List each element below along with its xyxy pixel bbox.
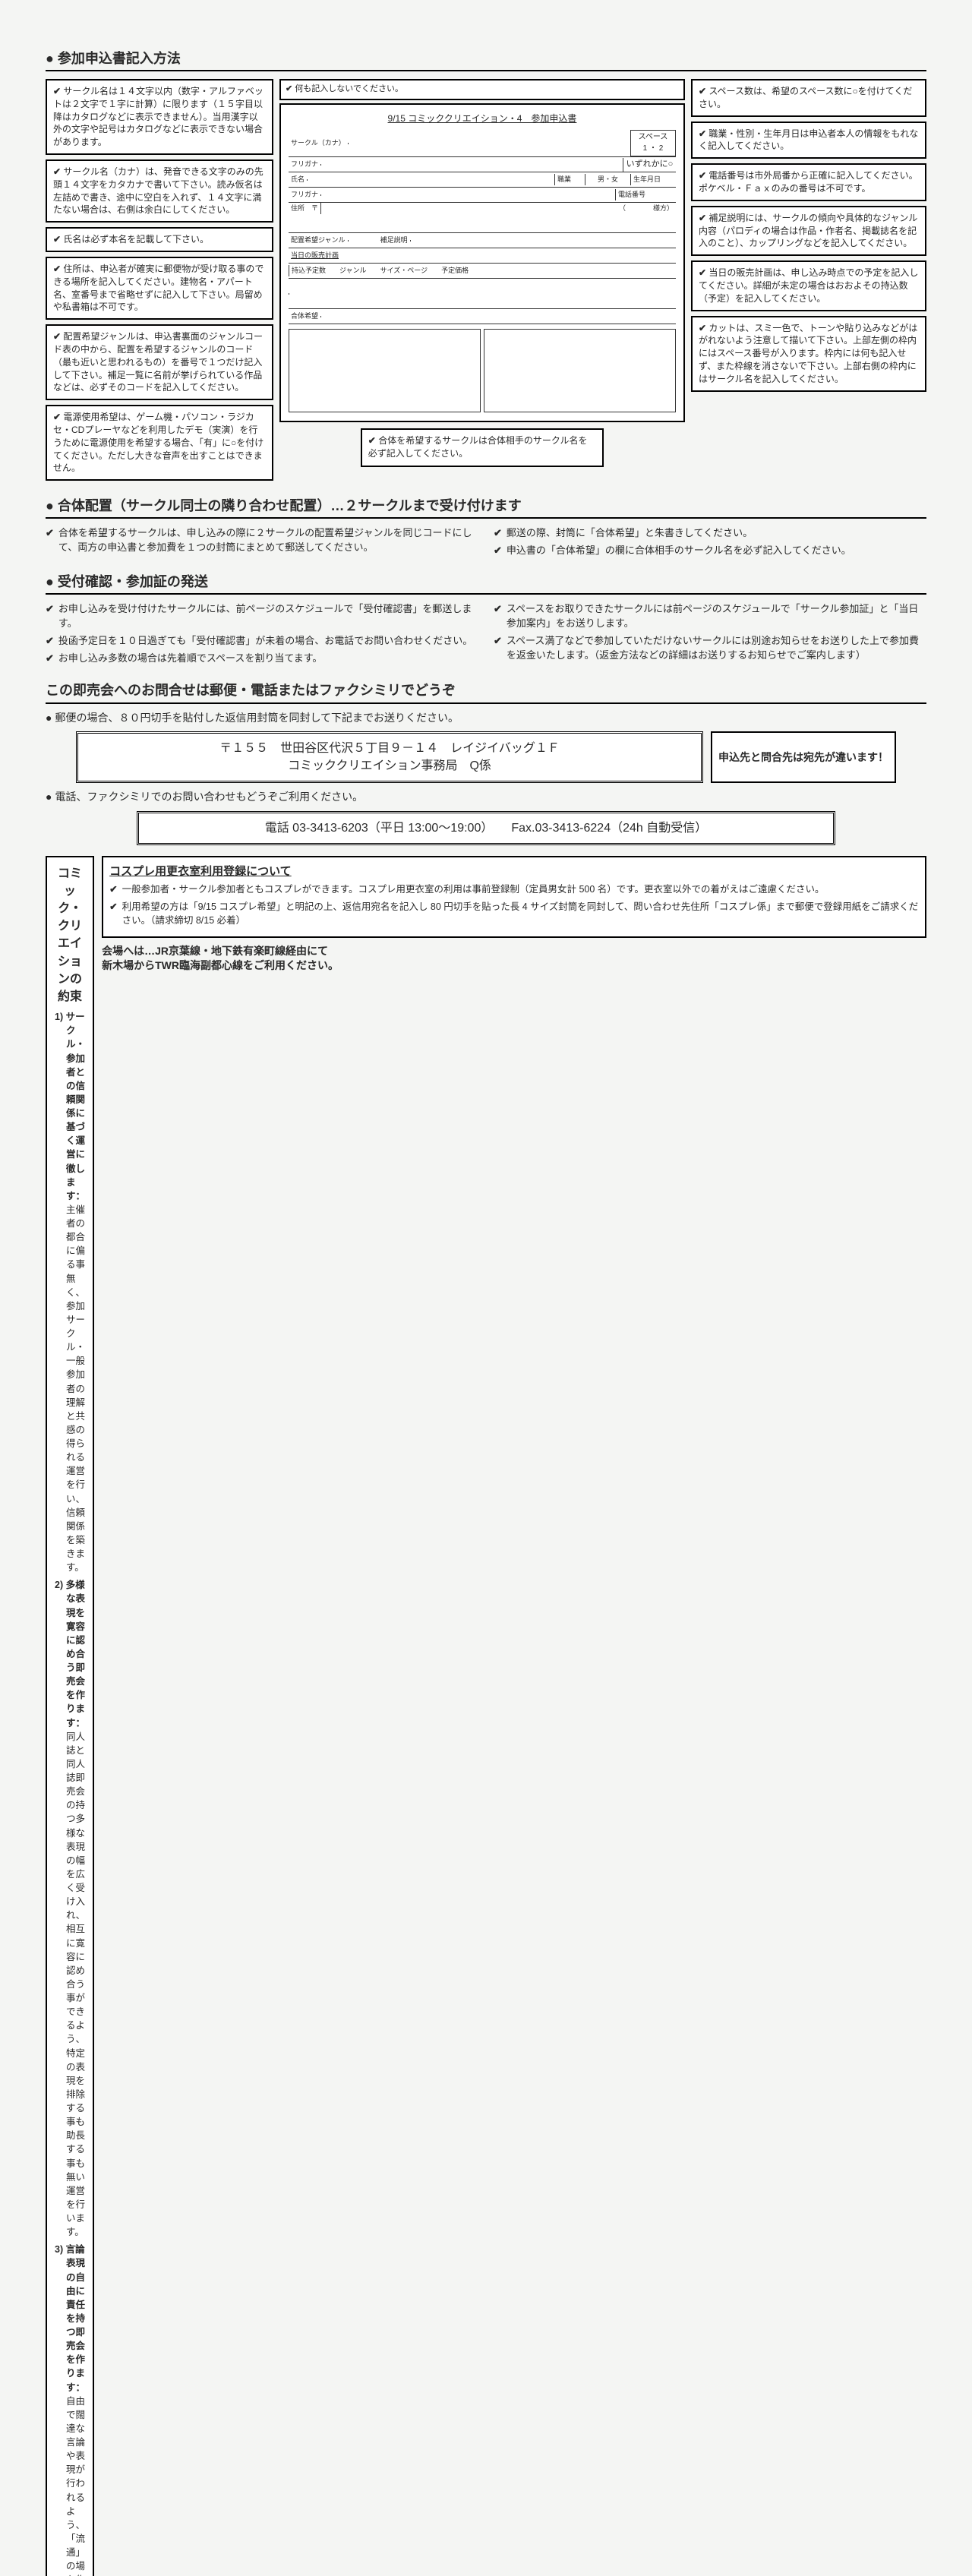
note-circle-name: サークル名は１４文字以内（数字・アルファベットは２文字で１字に計算）に限ります（…: [46, 79, 273, 155]
note-tel: 電話番号は市外局番から正確に記入してください。ポケベル・Ｆａｘのみの番号は不可で…: [691, 163, 926, 201]
note-personal: 職業・性別・生年月日は申込者本人の情報をもれなく記入してください。: [691, 122, 926, 159]
note-gattai-name: 合体を希望するサークルは合体相手のサークル名を必ず記入してください。: [361, 428, 604, 467]
cut-box-2: [484, 329, 676, 412]
label-gattai: 合体希望: [289, 311, 320, 322]
label-sales: 当日の販売計画: [289, 250, 341, 261]
note-shimei: 氏名は必ず本名を記載して下さい。: [46, 227, 273, 252]
mail-instruction: 郵便の場合、８０円切手を貼付した返信用封筒を同封して下記までお送りください。: [46, 710, 926, 725]
label-job: 職業: [554, 174, 585, 185]
p3-head: 3) 言論表現の自由に責任を持つ即売会を作ります：: [55, 2244, 85, 2392]
gattai-r1: 郵送の際、封筒に「合体希望」と朱書きしてください。: [494, 526, 926, 541]
label-tel: 電話番号: [615, 189, 676, 200]
form-instructions-layout: サークル名は１４文字以内（数字・アルファベットは２文字で１字に計算）に限ります（…: [46, 79, 926, 485]
sales-columns: 持込予定数 ジャンル サイズ・ページ 予定価格: [289, 265, 676, 276]
cosplay-c1: 一般参加者・サークル参加者ともコスプレができます。コスプレ用更衣室の利用は事前登…: [109, 882, 919, 896]
note-leave-blank: 何も記入しないでください。: [279, 79, 685, 100]
address-box: 〒１５５ 世田谷区代沢５丁目９－１４ レイジイバッグ１Ｆ コミッククリエイション…: [76, 731, 703, 783]
note-hosoku: 補足説明には、サークルの傾向や具体的なジャンル内容（パロディの場合は作品・作者名…: [691, 206, 926, 256]
label-sex: 男・女: [585, 174, 630, 185]
p1-head: 1) サークル・参加者との信頼関係に基づく運営に徹します：: [55, 1012, 85, 1201]
label-circle-kana: サークル（カナ）: [289, 137, 348, 149]
note-genre: 配置希望ジャンルは、申込書裏面のジャンルコード表の中から、配置を希望するジャンル…: [46, 324, 273, 400]
label-birth: 生年月日: [630, 174, 676, 185]
section1-title: 参加申込書記入方法: [46, 49, 926, 71]
form-title: 9/15 コミッククリエイション・4 参加申込書: [289, 112, 676, 125]
section3-title: 受付確認・参加証の発送: [46, 572, 926, 595]
note-sales: 当日の販売計画は、申し込み時点での予定を記入してください。詳細が未定の場合はおお…: [691, 260, 926, 311]
addr-line1: 〒１５５ 世田谷区代沢５丁目９－１４ レイジイバッグ１Ｆ: [89, 740, 690, 757]
uketsuke-l1: お申し込みを受け付けたサークルには、前ページのスケジュールで「受付確認書」を郵送…: [46, 602, 478, 631]
label-hosoku: 補足説明: [378, 235, 410, 246]
note-space: スペース数は、希望のスペース数に○を付けてください。: [691, 79, 926, 117]
section2-title: 合体配置（サークル同士の隣り合わせ配置）…２サークルまで受け付けます: [46, 496, 926, 519]
label-addr: 住所 〒: [289, 203, 320, 214]
venue-line2: 新木場からTWR臨海副都心線をご利用ください。: [102, 958, 926, 974]
telfax-box: 電話 03-3413-6203（平日 13:00～19:00） Fax.03-3…: [137, 811, 835, 845]
uketsuke-r2: スペース満了などで参加していただけないサークルには別途お知らせをお送りした上で参…: [494, 634, 926, 663]
gattai-r2: 申込書の「合体希望」の欄に合体相手のサークル名を必ず記入してください。: [494, 544, 926, 558]
promise-box: コミック・クリエイションの約束 1) サークル・参加者との信頼関係に基づく運営に…: [46, 856, 94, 2576]
label-furigana: フリガナ: [289, 159, 320, 170]
gattai-left: 合体を希望するサークルは、申し込みの際に２サークルの配置希望ジャンルを同じコード…: [46, 526, 478, 555]
label-furigana2: フリガナ: [289, 189, 320, 200]
note-power: 電源使用希望は、ゲーム機・パソコン・ラジカセ・CDプレーヤなどを利用したデモ（実…: [46, 405, 273, 481]
label-katahou: （ 様方）: [320, 203, 676, 214]
uketsuke-r1: スペースをお取りできたサークルには前ページのスケジュールで「サークル参加証」と「…: [494, 602, 926, 631]
p1-body: 主催者の都合に偏る事無く、参加サークル・一般参加者の理解と共感の得られる運営を行…: [66, 1204, 85, 1573]
p2-body: 同人誌と同人誌即売会の持つ多様な表現の幅を広く受け入れ、相互に寛容に認め合う事が…: [66, 1732, 85, 2238]
p2-head: 2) 多様な表現を寛容に認め合う即売会を作ります：: [55, 1580, 85, 1728]
venue-line1: 会場へは…JR京葉線・地下鉄有楽町線経由にて: [102, 944, 926, 959]
cut-box-1: [289, 329, 481, 412]
label-name: 氏名: [289, 174, 307, 185]
note-address: 住所は、申込者が確実に郵便物が受け取る事のできる場所を記入してください。建物名・…: [46, 257, 273, 320]
cosplay-heading: コスプレ用更衣室利用登録について: [109, 863, 919, 880]
cosplay-c2: 利用希望の方は「9/15 コスプレ希望」と明記の上、返信用宛名を記入し 80 円…: [109, 900, 919, 927]
telfax-instruction: 電話、ファクシミリでのお問い合わせもどうぞご利用ください。: [46, 789, 926, 804]
addr-line2: コミッククリエイション事務局 Q係: [89, 757, 690, 775]
venue-info: 会場へは…JR京葉線・地下鉄有楽町線経由にて 新木場からTWR臨海副都心線をご利…: [102, 944, 926, 974]
p3-body: 自由で闊達な言論や表現が行われるよう、「流通」の場を作る者として責任を持った運営…: [66, 2396, 85, 2576]
application-form-mock: 9/15 コミッククリエイション・4 参加申込書 サークル（カナ） スペース 1…: [279, 103, 685, 422]
address-warning: 申込先と問合先は宛先が違います！: [711, 731, 896, 783]
cosplay-box: コスプレ用更衣室利用登録について 一般参加者・サークル参加者ともコスプレができま…: [102, 856, 926, 938]
contact-title: この即売会へのお問合せは郵便・電話またはファクシミリでどうぞ: [46, 680, 926, 703]
promise-heading: コミック・クリエイションの約束: [55, 865, 85, 1006]
note-circle-kana: サークル名（カナ）は、発音できる文字のみの先頭１４文字をカタカナで書いて下さい。…: [46, 159, 273, 223]
label-genre-code: 配置希望ジャンル: [289, 235, 348, 246]
uketsuke-l2: 投函予定日を１０日過ぎても「受付確認書」が未着の場合、お電話でお問い合わせくださ…: [46, 634, 478, 649]
izureka-note: いずれかに○: [623, 158, 676, 172]
space-choice: スペース 1 ・ 2: [630, 130, 676, 156]
note-cut: カットは、スミ一色で、トーンや貼り込みなどがはがれないよう注意して描いて下さい。…: [691, 316, 926, 392]
uketsuke-l3: お申し込み多数の場合は先着順でスペースを割り当てます。: [46, 652, 478, 666]
